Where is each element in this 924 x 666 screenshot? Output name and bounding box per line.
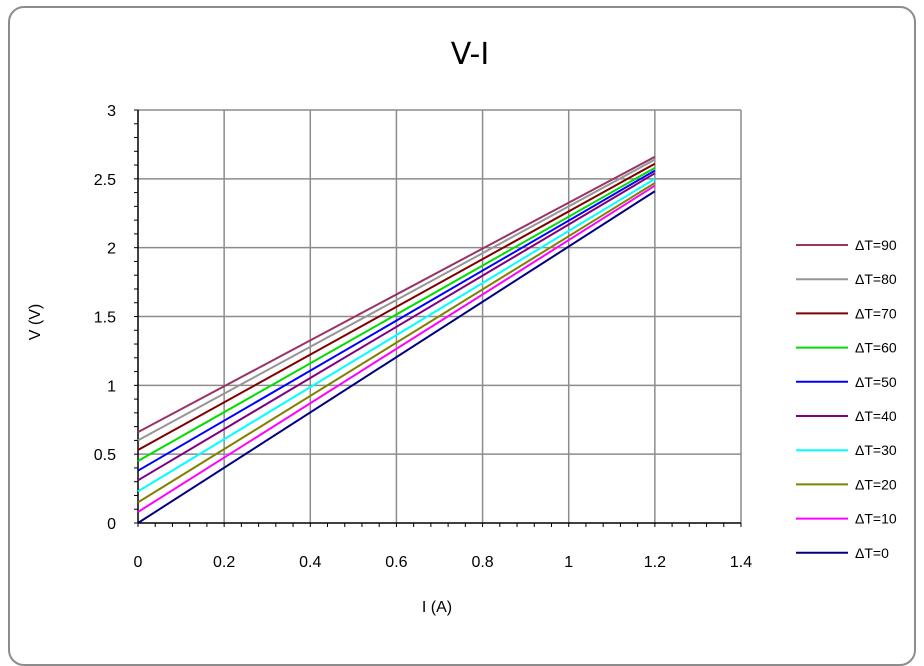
x-tick-label: 1	[564, 554, 573, 571]
legend: ΔT=90 ΔT=80 ΔT=70 ΔT=60 ΔT=50 ΔT=40 ΔT=30 ΔT=20…	[796, 237, 897, 561]
x-tick-label: 0	[134, 554, 143, 571]
y-tick-label: 2	[107, 241, 116, 258]
y-tick-label: 1	[107, 378, 116, 395]
series-line	[137, 182, 656, 504]
series-line	[137, 162, 656, 451]
legend-label: ΔT=40	[855, 408, 897, 424]
series-line	[137, 155, 656, 434]
legend-label: ΔT=30	[855, 442, 897, 458]
legend-label: ΔT=10	[855, 511, 897, 527]
series-line	[137, 190, 656, 524]
legend-label: ΔT=80	[855, 271, 897, 287]
x-tick-label: 0.4	[299, 554, 321, 571]
legend-label: ΔT=0	[855, 545, 889, 561]
y-tick-label: 0.5	[94, 447, 116, 464]
x-tick-label: 1.2	[644, 554, 666, 571]
series-line	[137, 177, 656, 493]
x-tick-label: 0.8	[471, 554, 493, 571]
legend-label: ΔT=70	[855, 305, 897, 321]
chart-svg: V-I 0 0.2 0.4 0.6 0.8 1 1.2 1.4 0 0.5 1 1.5 2 2.5 3 I …	[27, 37, 897, 616]
y-tick-label: 3	[107, 103, 116, 120]
series-line	[137, 184, 656, 513]
y-tick-label: 2.5	[94, 172, 116, 189]
series-lines	[137, 155, 656, 524]
y-axis-title: V (V)	[27, 304, 44, 340]
series-line	[137, 166, 656, 462]
legend-label: ΔT=20	[855, 476, 897, 492]
y-tick-label: 0	[107, 516, 116, 533]
tick-labels: 0 0.2 0.4 0.6 0.8 1 1.2 1.4 0 0.5 1 1.5 2 2.5 3	[94, 103, 752, 571]
x-tick-label: 0.2	[213, 554, 235, 571]
x-axis-title: I (A)	[422, 599, 452, 616]
legend-label: ΔT=60	[855, 340, 897, 356]
x-tick-label: 0.6	[385, 554, 407, 571]
axes	[134, 109, 742, 527]
legend-label: ΔT=90	[855, 237, 897, 253]
legend-label: ΔT=50	[855, 374, 897, 390]
chart-frame	[8, 6, 916, 666]
series-line	[137, 172, 656, 482]
x-tick-label: 1.4	[730, 554, 752, 571]
chart-title: V-I	[451, 37, 489, 72]
series-line	[137, 169, 656, 472]
series-line	[137, 158, 656, 442]
y-tick-label: 1.5	[94, 310, 116, 327]
